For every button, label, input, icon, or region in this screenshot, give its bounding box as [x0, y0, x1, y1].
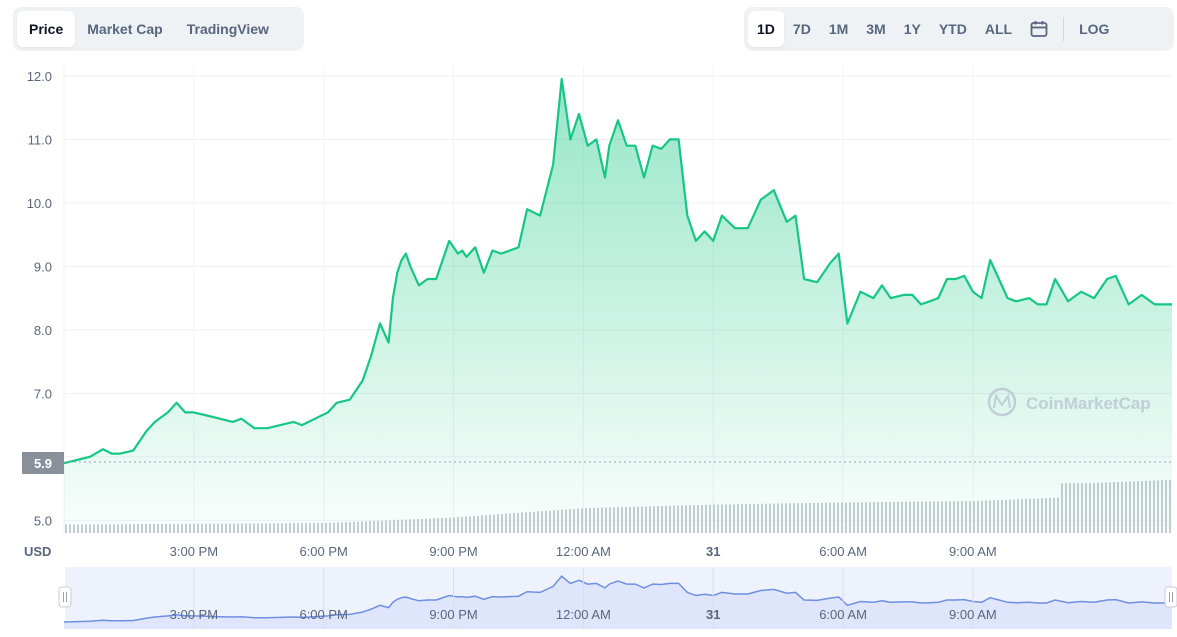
toolbar-divider [1063, 17, 1065, 41]
x-axis-ticks: 3:00 PM 6:00 PM 9:00 PM 12:00 AM 31 6:00 AM 9:… [170, 544, 997, 559]
range-all[interactable]: ALL [984, 21, 1013, 37]
y-tick-label: 10.0 [27, 196, 52, 211]
navigator-x-tick-label: 6:00 AM [819, 607, 867, 622]
tab-price[interactable]: Price [17, 11, 76, 47]
range-1m[interactable]: 1M [828, 21, 849, 37]
y-axis-unit-label: USD [24, 544, 51, 559]
x-tick-label: 9:00 AM [949, 544, 997, 559]
navigator-x-tick-label: 12:00 AM [556, 607, 611, 622]
navigator-left-handle[interactable] [58, 586, 72, 608]
navigator-x-tick-label: 9:00 PM [429, 607, 477, 622]
range-1y[interactable]: 1Y [903, 21, 921, 37]
navigator-x-tick-label: 3:00 PM [170, 607, 218, 622]
x-tick-label: 31 [706, 544, 720, 559]
current-price-tag: 5.9 [22, 452, 1172, 474]
calendar-icon[interactable] [1021, 11, 1057, 47]
watermark-text: CoinMarketCap [1026, 394, 1151, 413]
time-range-tabs: 1D 7D 1M 3M 1Y YTD ALL LOG [744, 7, 1174, 51]
watermark: CoinMarketCap [987, 387, 1151, 417]
navigator-area [64, 576, 1172, 629]
log-scale-toggle[interactable]: LOG [1079, 21, 1110, 37]
navigator-x-ticks: 3:00 PM 6:00 PM 9:00 PM 12:00 AM 31 6:00 AM 9:… [170, 568, 997, 629]
y-tick-label: 9.0 [34, 259, 52, 274]
chart-type-tabs: Price Market Cap TradingView [13, 7, 304, 51]
navigator-right-handle[interactable] [1164, 586, 1177, 608]
navigator-x-tick-label: 9:00 AM [949, 607, 997, 622]
range-1d[interactable]: 1D [748, 11, 784, 47]
price-line [63, 77, 1172, 465]
price-area-fill [64, 79, 1172, 533]
y-tick-label: 5.0 [34, 513, 52, 528]
x-tick-label: 12:00 AM [556, 544, 611, 559]
navigator-x-tick-label: 31 [706, 607, 720, 622]
range-ytd[interactable]: YTD [938, 21, 967, 37]
y-tick-label: 8.0 [34, 323, 52, 338]
y-tick-label: 11.0 [28, 132, 52, 147]
tab-market-cap[interactable]: Market Cap [87, 21, 163, 37]
y-axis-ticks: 5.0 7.0 8.0 9.0 10.0 11.0 12.0 [27, 69, 52, 528]
range-3m[interactable]: 3M [866, 21, 886, 37]
x-tick-label: 3:00 PM [170, 544, 218, 559]
navigator-x-tick-label: 6:00 PM [299, 607, 347, 622]
navigator-line [63, 575, 1172, 623]
x-tick-label: 6:00 AM [819, 544, 867, 559]
tab-tradingview[interactable]: TradingView [186, 21, 269, 37]
x-tick-label: 6:00 PM [299, 544, 347, 559]
y-tick-label: 7.0 [34, 386, 52, 401]
current-price-value: 5.9 [34, 456, 52, 471]
y-tick-label: 12.0 [27, 69, 52, 84]
coinmarketcap-logo-icon [987, 387, 1017, 417]
range-navigator[interactable]: 3:00 PM 6:00 PM 9:00 PM 12:00 AM 31 6:00 AM 9:… [58, 567, 1177, 629]
range-7d[interactable]: 7D [792, 21, 811, 37]
x-tick-label: 9:00 PM [429, 544, 477, 559]
